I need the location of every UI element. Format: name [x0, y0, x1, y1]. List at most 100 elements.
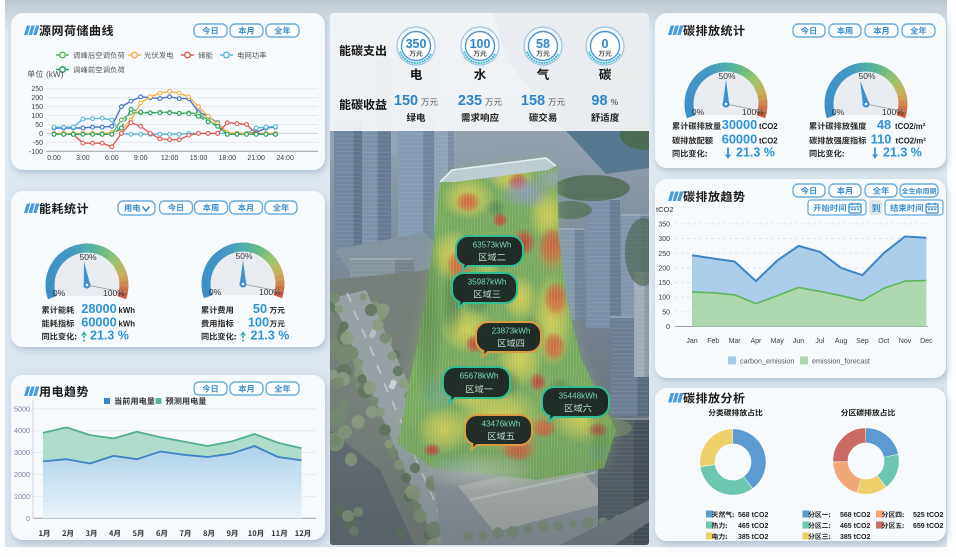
- svg-text:Jul: Jul: [815, 338, 824, 345]
- svg-text:60000: 60000: [722, 132, 758, 147]
- svg-text:200: 200: [658, 265, 670, 272]
- svg-text:235: 235: [458, 93, 482, 109]
- svg-text:100: 100: [470, 37, 491, 51]
- svg-text:0%: 0%: [209, 287, 222, 297]
- svg-text:100: 100: [658, 295, 670, 302]
- svg-text:50: 50: [35, 122, 43, 129]
- svg-text:May: May: [771, 338, 785, 345]
- svg-text:100%: 100%: [103, 288, 125, 298]
- svg-text:kWh: kWh: [119, 320, 136, 329]
- svg-text:0%: 0%: [692, 107, 705, 117]
- svg-text:0: 0: [666, 324, 670, 331]
- svg-text:Apr: Apr: [750, 338, 762, 345]
- svg-text:15:00: 15:00: [190, 155, 208, 162]
- svg-text:Mar: Mar: [729, 338, 742, 345]
- svg-text:21.3 %: 21.3 %: [883, 146, 922, 160]
- svg-text:200: 200: [31, 95, 43, 102]
- svg-text:350: 350: [658, 221, 670, 228]
- svg-text:%: %: [611, 97, 619, 107]
- svg-text:50%: 50%: [858, 71, 875, 81]
- svg-text:(kW): (kW): [46, 69, 64, 79]
- svg-text:Dec: Dec: [920, 338, 933, 345]
- svg-text:5000: 5000: [14, 404, 30, 413]
- svg-text:659 tCO2: 659 tCO2: [913, 523, 943, 530]
- svg-text:-100: -100: [29, 149, 43, 156]
- svg-text:48: 48: [877, 117, 891, 132]
- svg-text:250: 250: [31, 86, 43, 93]
- svg-text:Nov: Nov: [899, 338, 912, 345]
- svg-text:43476kWh: 43476kWh: [482, 420, 521, 429]
- svg-text:525 tCO2: 525 tCO2: [913, 512, 943, 519]
- svg-text:63573kWh: 63573kWh: [473, 241, 512, 250]
- svg-text:6:00: 6:00: [105, 155, 119, 162]
- svg-text:110: 110: [871, 132, 892, 147]
- svg-text:465 tCO2: 465 tCO2: [738, 523, 768, 530]
- svg-text:50%: 50%: [718, 71, 735, 81]
- svg-text:21.3 %: 21.3 %: [251, 329, 290, 343]
- svg-text:tCO2: tCO2: [759, 122, 778, 131]
- svg-text:98: 98: [591, 93, 607, 109]
- svg-text:250: 250: [658, 251, 670, 258]
- svg-text:100%: 100%: [742, 107, 764, 117]
- svg-text:50%: 50%: [79, 252, 96, 262]
- svg-text:carbon_emission: carbon_emission: [740, 357, 794, 366]
- svg-text:50%: 50%: [235, 251, 252, 261]
- svg-text:0: 0: [602, 37, 609, 51]
- svg-text:Feb: Feb: [707, 338, 719, 345]
- svg-text:tCO2/m²: tCO2/m²: [896, 137, 927, 146]
- svg-text:21.3 %: 21.3 %: [736, 146, 775, 160]
- svg-text:9:00: 9:00: [134, 155, 148, 162]
- svg-text:23873kWh: 23873kWh: [492, 327, 531, 336]
- svg-text:568 tCO2: 568 tCO2: [738, 512, 768, 519]
- svg-text:21:00: 21:00: [247, 155, 265, 162]
- svg-text:0: 0: [39, 131, 43, 138]
- svg-text:tCO2/m²: tCO2/m²: [895, 122, 926, 131]
- svg-text:100%: 100%: [259, 287, 281, 297]
- svg-text:65678kWh: 65678kWh: [460, 372, 499, 381]
- svg-text:350: 350: [406, 37, 427, 51]
- svg-text:300: 300: [658, 236, 670, 243]
- svg-text:60000: 60000: [81, 315, 117, 330]
- svg-text:35448kWh: 35448kWh: [559, 392, 598, 401]
- svg-text:0%: 0%: [832, 107, 845, 117]
- svg-text:Jan: Jan: [686, 338, 697, 345]
- svg-text:3:00: 3:00: [76, 155, 90, 162]
- svg-text:28000: 28000: [81, 301, 117, 316]
- svg-text:1000: 1000: [14, 492, 30, 501]
- svg-text:4000: 4000: [14, 426, 30, 435]
- svg-text:385 tCO2: 385 tCO2: [738, 534, 768, 541]
- svg-text:0: 0: [26, 514, 30, 523]
- svg-text:12:00: 12:00: [161, 155, 179, 162]
- svg-text:3000: 3000: [14, 448, 30, 457]
- svg-text:150: 150: [31, 104, 43, 111]
- svg-text:100: 100: [31, 113, 43, 120]
- svg-text:Sep: Sep: [856, 338, 869, 345]
- svg-text:568 tCO2: 568 tCO2: [840, 512, 870, 519]
- svg-text:150: 150: [394, 93, 418, 109]
- svg-text:385 tCO2: 385 tCO2: [840, 534, 870, 541]
- svg-text:kWh: kWh: [119, 306, 136, 315]
- svg-text:-50: -50: [33, 140, 43, 147]
- svg-text:21.3 %: 21.3 %: [90, 329, 129, 343]
- svg-text:100%: 100%: [882, 107, 904, 117]
- svg-text:35987kWh: 35987kWh: [468, 278, 507, 287]
- svg-text:tCO2: tCO2: [759, 137, 778, 146]
- svg-text:50: 50: [253, 301, 267, 316]
- svg-text:Aug: Aug: [835, 338, 848, 345]
- svg-text:158: 158: [521, 93, 545, 109]
- svg-text:465 tCO2: 465 tCO2: [840, 523, 870, 530]
- svg-text:tCO2: tCO2: [656, 205, 674, 214]
- svg-text:150: 150: [658, 280, 670, 287]
- svg-text:Oct: Oct: [878, 338, 889, 345]
- svg-text:50: 50: [662, 309, 670, 316]
- svg-text:100: 100: [248, 315, 269, 330]
- svg-text:2000: 2000: [14, 470, 30, 479]
- svg-text:18:00: 18:00: [219, 155, 237, 162]
- svg-text:24:00: 24:00: [276, 155, 294, 162]
- svg-text:58: 58: [536, 37, 550, 51]
- svg-text:0:00: 0:00: [47, 155, 61, 162]
- svg-text:Jun: Jun: [793, 338, 804, 345]
- svg-text:emission_forecast: emission_forecast: [812, 357, 870, 366]
- svg-text:30000: 30000: [722, 117, 758, 132]
- svg-text:0%: 0%: [53, 288, 66, 298]
